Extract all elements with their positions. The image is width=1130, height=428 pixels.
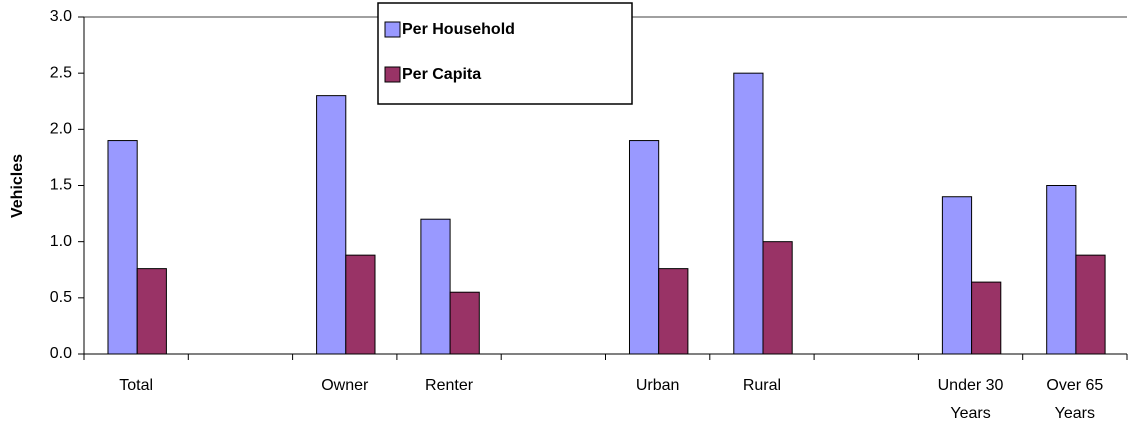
bar: [449, 291, 480, 355]
legend-box: [377, 2, 633, 105]
y-tick-label: 0.0: [50, 345, 72, 362]
x-tick-label: Urban: [635, 377, 680, 394]
bar: [733, 72, 764, 355]
x-tick-label: Rural: [742, 377, 782, 394]
bar: [1075, 254, 1106, 355]
y-tick-label: 2.0: [50, 121, 72, 138]
bar: [628, 140, 660, 355]
x-tick-label: Total: [119, 377, 154, 394]
y-tick-label: 1.5: [50, 177, 72, 194]
bar: [420, 218, 451, 355]
y-axis-label: Vehicles: [9, 154, 26, 218]
y-tick-label: 2.5: [50, 64, 72, 81]
y-tick-label: 0.5: [50, 289, 72, 306]
bar: [1046, 185, 1077, 355]
bar: [941, 196, 973, 355]
bar: [345, 254, 376, 355]
legend-label: Per Capita: [402, 66, 481, 83]
legend-swatch: [384, 66, 401, 83]
x-tick-label: Owner: [321, 377, 369, 394]
bar: [107, 140, 138, 355]
x-tick-label: Over 65 Years: [1046, 377, 1104, 422]
x-tick-label: Under 30 Years: [937, 377, 1004, 422]
bar: [971, 281, 1002, 355]
bar: [136, 268, 167, 355]
bar: [658, 268, 689, 355]
bar: [762, 241, 793, 355]
y-tick-label: 3.0: [50, 8, 72, 25]
x-tick-label: Renter: [425, 377, 474, 394]
legend-label: Per Household: [402, 21, 515, 38]
bar: [316, 95, 347, 355]
legend-swatch: [384, 21, 401, 38]
y-tick-label: 1.0: [50, 233, 72, 250]
